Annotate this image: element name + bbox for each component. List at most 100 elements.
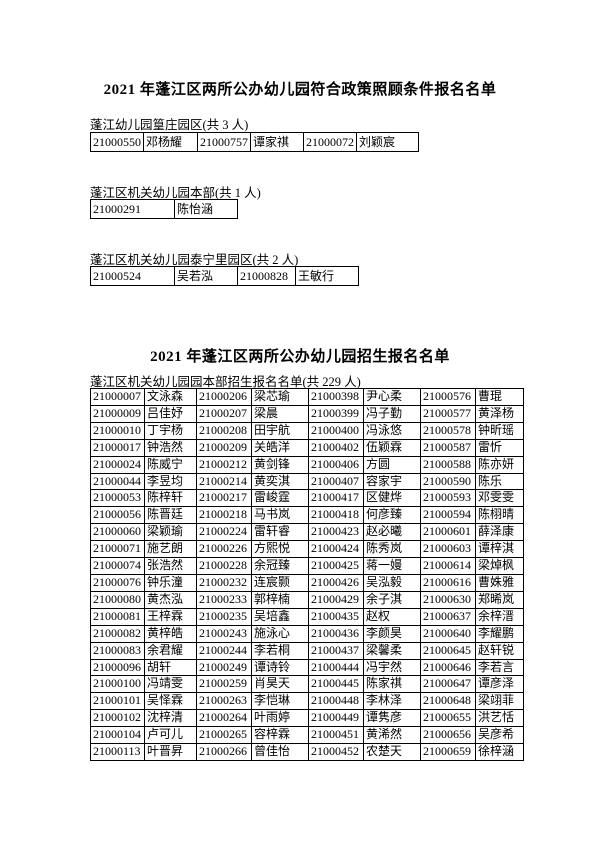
table-row: 21000074 张浩然 21000228 余冠臻 21000425 蒋一嫚 2100061… (90, 557, 524, 575)
table-row: 21000007 文泳森 21000206 梁芯瑜 21000398 尹心柔 2100057… (90, 388, 524, 406)
student-id-cell: 21000451 (308, 726, 364, 745)
student-id-cell: 21000226 (196, 540, 252, 559)
student-id-cell: 21000659 (420, 743, 476, 761)
student-id-cell: 21000218 (196, 506, 252, 525)
student-name-cell: 王敏行 (295, 266, 359, 286)
student-id-cell: 21000445 (308, 675, 364, 694)
student-name-cell: 吴泓毅 (363, 573, 421, 592)
table-row: 21000096 胡轩 21000249 谭诗铃 21000444 冯宇然 21000646… (90, 658, 524, 677)
student-id-cell: 21000436 (308, 624, 364, 643)
policy-table-tainingli: 21000524 吴若泓 21000828 王敏行 (90, 266, 359, 286)
student-id-cell: 21000083 (90, 641, 145, 660)
student-name-cell: 马书岚 (251, 506, 309, 525)
student-id-cell: 21000060 (90, 523, 145, 542)
student-id-cell: 21000232 (196, 573, 252, 592)
student-name-cell: 田宇航 (251, 421, 309, 440)
student-id-cell: 21000588 (420, 455, 476, 474)
student-id-cell: 21000104 (90, 726, 145, 745)
student-name-cell: 关皓洋 (251, 438, 309, 457)
student-id-cell: 21000233 (196, 590, 252, 609)
student-id-cell: 21000259 (196, 675, 252, 694)
student-id-cell: 21000209 (196, 438, 252, 457)
student-id-cell: 21000587 (420, 438, 476, 457)
student-name-cell: 雷峻霆 (251, 489, 309, 508)
student-name-cell: 陈栩晴 (475, 506, 524, 525)
student-id-cell: 21000249 (196, 658, 252, 677)
student-id-cell: 21000435 (308, 607, 364, 626)
student-name-cell: 蒋一嫚 (363, 557, 421, 575)
table-row: 21000083 余君耀 21000244 李若桐 21000437 梁馨柔 2100064… (90, 641, 524, 660)
student-id-cell: 21000603 (420, 540, 476, 559)
table-row: 21000100 冯靖雯 21000259 肖昊天 21000445 陈家祺 2100064… (90, 675, 524, 694)
student-table: 21000550 邓杨耀 21000757 谭家祺 21000072 刘颖宸 (90, 132, 419, 152)
student-name-cell: 梁芯瑜 (251, 388, 309, 406)
student-name-cell: 叶雨婷 (251, 709, 309, 728)
student-id-cell: 21000082 (90, 624, 145, 643)
table-row: 21000071 施艺朗 21000226 方熙悦 21000424 陈秀岚 2100060… (90, 540, 524, 559)
student-name-cell: 黄泽杨 (475, 404, 524, 423)
student-id-cell: 21000264 (196, 709, 252, 728)
student-name-cell: 李颜昊 (363, 624, 421, 643)
student-id-cell: 21000266 (196, 743, 252, 761)
student-name-cell: 曹姝雅 (475, 573, 524, 592)
table-row: 21000104 卢可儿 21000265 容梓霖 21000451 黄浠然 2100065… (90, 726, 524, 745)
student-id-cell: 21000423 (308, 523, 364, 542)
section-label-huangzhuang: 蓬江幼儿园篁庄园区(共 3 人) (90, 118, 249, 132)
student-name-cell: 陈乐 (475, 472, 524, 491)
student-name-cell: 余子淇 (363, 590, 421, 609)
student-id-cell: 21000593 (420, 489, 476, 508)
student-name-cell: 李耀鹏 (475, 624, 524, 643)
student-name-cell: 曾佳怡 (251, 743, 309, 761)
student-id-cell: 21000076 (90, 573, 145, 592)
student-name-cell: 余君耀 (144, 641, 197, 660)
student-id-cell: 21000655 (420, 709, 476, 728)
student-id-cell: 21000590 (420, 472, 476, 491)
student-name-cell: 容家宇 (363, 472, 421, 491)
student-name-cell: 李昱均 (144, 472, 197, 491)
student-id-cell: 21000212 (196, 455, 252, 474)
student-name-cell: 梁焯枫 (475, 557, 524, 575)
student-name-cell: 陈家祺 (363, 675, 421, 694)
section-label-enrollment: 蓬江区机关幼儿园园本部招生报名名单(共 229 人) (90, 375, 361, 389)
student-id-cell: 21000243 (196, 624, 252, 643)
student-name-cell: 赵轩锐 (475, 641, 524, 660)
student-id-cell: 21000206 (196, 388, 252, 406)
student-name-cell: 容梓霖 (251, 726, 309, 745)
table-row: 21000010 丁宇杨 21000208 田宇航 21000400 冯泳悠 2100057… (90, 421, 524, 440)
student-name-cell: 肖昊天 (251, 675, 309, 694)
student-id-cell: 21000017 (90, 438, 145, 457)
student-id-cell: 21000524 (90, 266, 175, 286)
student-name-cell: 谭诗铃 (251, 658, 309, 677)
table-row: 21000009 吕佳妤 21000207 梁晨 21000399 冯子勤 21000577… (90, 404, 524, 423)
student-name-cell: 黄杰泓 (144, 590, 197, 609)
enrollment-table: 21000007 文泳森 21000206 梁芯瑜 21000398 尹心柔 2100057… (90, 388, 524, 761)
student-id-cell: 21000102 (90, 709, 145, 728)
table-row: 21000550 邓杨耀 21000757 谭家祺 21000072 刘颖宸 (90, 132, 419, 152)
table-row: 21000053 陈梓轩 21000217 雷峻霆 21000417 区健烨 2100059… (90, 489, 524, 508)
student-id-cell: 21000113 (90, 743, 145, 761)
student-id-cell: 21000010 (90, 421, 145, 440)
student-id-cell: 21000429 (308, 590, 364, 609)
student-name-cell: 黄梓皓 (144, 624, 197, 643)
student-name-cell: 冯子勤 (363, 404, 421, 423)
student-id-cell: 21000400 (308, 421, 364, 440)
table-row: 21000060 梁颖瑜 21000224 雷轩睿 21000423 赵必曦 2100060… (90, 523, 524, 542)
student-name-cell: 农楚天 (363, 743, 421, 761)
student-id-cell: 21000616 (420, 573, 476, 592)
student-name-cell: 郭梓楠 (251, 590, 309, 609)
table-row: 21000024 陈威宁 21000212 黄剑锋 21000406 方圆 21000588… (90, 455, 524, 474)
student-id-cell: 21000074 (90, 557, 145, 575)
student-name-cell: 张浩然 (144, 557, 197, 575)
student-name-cell: 谭隽彦 (363, 709, 421, 728)
student-id-cell: 21000417 (308, 489, 364, 508)
student-name-cell: 李若言 (475, 658, 524, 677)
student-name-cell: 陈秀岚 (363, 540, 421, 559)
student-name-cell: 吴彦希 (475, 726, 524, 745)
student-id-cell: 21000265 (196, 726, 252, 745)
student-id-cell: 21000578 (420, 421, 476, 440)
student-id-cell: 21000402 (308, 438, 364, 457)
student-name-cell: 陈亦妍 (475, 455, 524, 474)
section-label-tainingli: 蓬江区机关幼儿园泰宁里园区(共 2 人) (90, 253, 299, 267)
student-id-cell: 21000630 (420, 590, 476, 609)
